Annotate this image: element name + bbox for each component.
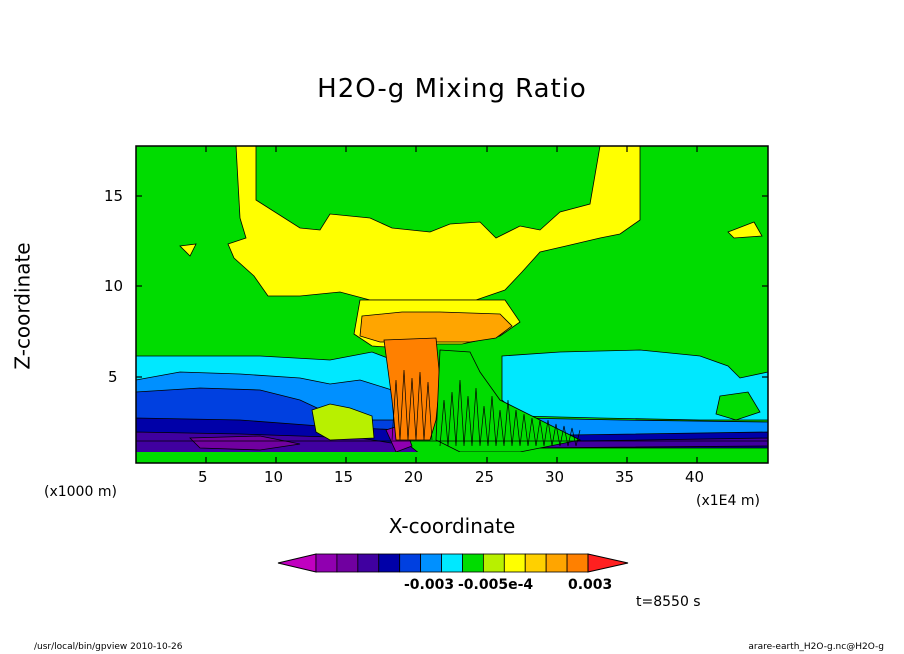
footer-right: arare-earth_H2O-g.nc@H2O-g [748,642,884,652]
x-tick-label: 15 [334,468,353,486]
field-orange-plume [360,312,512,342]
colorbar-segment [483,554,504,572]
colorbar-segment [567,554,588,572]
colorbar-segment [504,554,525,572]
field-ground-green [136,452,768,463]
x-tick-label: 35 [615,468,634,486]
colorbar-segment [546,554,567,572]
x-tick-label: 25 [475,468,494,486]
colorbar-segment [421,554,442,572]
colorbar-label: -0.003 [404,577,454,593]
y-tick-label: 5 [108,368,118,386]
colorbar-arrow-left [278,554,316,572]
time-label: t=8550 s [636,594,701,610]
x-tick-label: 20 [404,468,423,486]
colorbar-segment [462,554,483,572]
colorbar-segment [358,554,379,572]
colorbar [278,554,628,572]
x-tick-label: 40 [685,468,704,486]
colorbar-segment [316,554,337,572]
x-scale-note: (x1E4 m) [696,493,760,509]
colorbar-label: 0.003 [568,577,612,593]
colorbar-segment [442,554,463,572]
x-unit-note: (x1000 m) [44,484,117,500]
chart-title: H2O-g Mixing Ratio [0,74,904,104]
colorbar-segment [525,554,546,572]
x-tick-label: 5 [198,468,208,486]
x-tick-label: 30 [545,468,564,486]
x-tick-label: 10 [264,468,283,486]
colorbar-segment [379,554,400,572]
colorbar-arrow-right [588,554,628,572]
y-tick-label: 15 [104,187,123,205]
x-axis-label: X-coordinate [0,514,904,538]
y-tick-label: 10 [104,277,123,295]
footer-left: /usr/local/bin/gpview 2010-10-26 [34,642,182,652]
y-axis-label: Z-coordinate [10,242,34,369]
colorbar-segment [337,554,358,572]
colorbar-label: -0.005e-4 [458,577,533,593]
colorbar-segment [400,554,421,572]
